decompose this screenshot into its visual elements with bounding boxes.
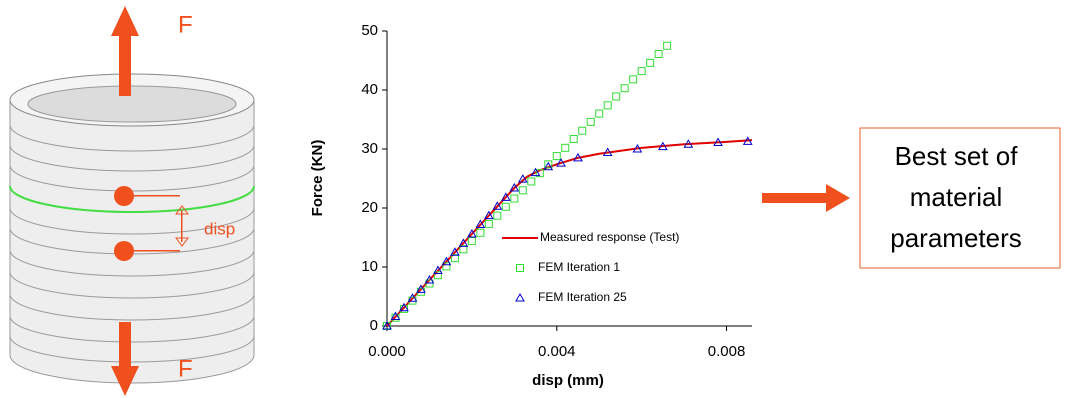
marker-square (664, 42, 671, 49)
force-label: F (178, 11, 193, 38)
y-tick-label: 50 (361, 22, 378, 39)
marker-square (621, 85, 628, 92)
marker-square (630, 76, 637, 83)
legend-label: FEM Iteration 1 (538, 260, 620, 274)
marker-square (502, 203, 509, 210)
marker-square (485, 220, 492, 227)
result-text: Best set of (895, 141, 1019, 171)
marker-square (511, 195, 518, 202)
marker-square (647, 59, 654, 66)
marker-square (562, 144, 569, 151)
marker-square (570, 135, 577, 142)
legend-label: Measured response (Test) (540, 230, 679, 244)
marker-square (587, 118, 594, 125)
marker-square (494, 212, 501, 219)
x-tick-label: 0.004 (538, 343, 576, 360)
marker-square (519, 187, 526, 194)
marker-square (553, 153, 560, 160)
y-tick-label: 20 (361, 199, 378, 216)
x-axis-title: disp (mm) (532, 372, 604, 389)
y-axis-title: Force (KN) (309, 140, 326, 217)
result-text: parameters (890, 223, 1022, 253)
y-tick-label: 10 (361, 258, 378, 275)
legend-label: FEM Iteration 25 (538, 290, 627, 304)
y-tick-label: 30 (361, 140, 378, 157)
marker-square (579, 127, 586, 134)
marker-square (528, 178, 535, 185)
result-text: material (910, 182, 1002, 212)
marker-square (638, 68, 645, 75)
disp-label: disp (204, 219, 235, 238)
x-tick-label: 0.008 (708, 343, 746, 360)
marker-square (468, 238, 475, 245)
y-tick-label: 40 (361, 81, 378, 98)
marker-square (613, 93, 620, 100)
marker-square (604, 102, 611, 109)
marker-triangle (516, 294, 524, 301)
force-label: F (178, 355, 193, 382)
y-tick-label: 0 (370, 317, 378, 334)
x-tick-label: 0.000 (368, 343, 406, 360)
figure: F F disp Best set of material parameters… (0, 0, 1068, 398)
marker-square (596, 110, 603, 117)
marker-square (655, 51, 662, 58)
marker-square (517, 265, 524, 272)
marker-square (477, 229, 484, 236)
